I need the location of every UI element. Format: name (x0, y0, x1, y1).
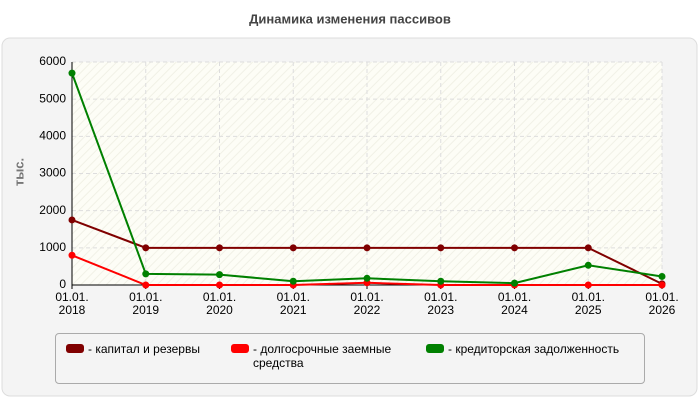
legend-item: капитал и резервы (66, 342, 200, 356)
legend-item: кредиторская задолженность (426, 342, 619, 356)
point (658, 272, 666, 280)
legend: капитал и резервы долгосрочные заемные ср… (55, 333, 645, 384)
point (363, 244, 371, 252)
point (289, 244, 297, 252)
x-tick-label: 01.01. 2025 (571, 290, 605, 317)
point (363, 274, 371, 282)
point (142, 244, 150, 252)
x-tick-label: 01.01. 2022 (350, 290, 384, 317)
point (511, 244, 518, 252)
legend-item: долгосрочные заемные средства (231, 342, 413, 370)
x-tick-label: 01.01. 2019 (129, 290, 163, 317)
point (289, 277, 297, 285)
point (437, 277, 445, 285)
point (216, 271, 223, 279)
legend-label: долгосрочные заемные средства (253, 342, 413, 370)
point (142, 281, 150, 289)
point (584, 261, 592, 269)
legend-label: капитал и резервы (88, 342, 200, 356)
point (68, 216, 76, 224)
legend-swatch (426, 344, 444, 353)
point (68, 251, 76, 259)
x-tick-label: 01.01. 2018 (55, 290, 89, 317)
x-tick-label: 01.01. 2023 (424, 290, 458, 317)
legend-swatch (231, 344, 249, 353)
point (216, 281, 223, 289)
y-tick-label: 4000 (39, 129, 66, 143)
point (68, 69, 76, 77)
chart-title: Динамика изменения пассивов (249, 11, 451, 26)
legend-swatch (66, 344, 84, 353)
x-tick-label: 01.01. 2024 (497, 290, 532, 317)
y-tick-label: 6000 (39, 54, 66, 68)
point (584, 281, 592, 289)
point (437, 244, 445, 252)
y-tick-label: 5000 (39, 91, 66, 105)
y-tick-label: 0 (59, 277, 66, 291)
x-tick-label: 01.01. 2020 (202, 290, 237, 317)
y-tick-label: 3000 (39, 166, 66, 180)
point (658, 281, 666, 289)
legend-label: кредиторская задолженность (448, 342, 619, 356)
x-tick-label: 01.01. 2026 (645, 290, 679, 317)
point (216, 244, 223, 252)
point (511, 279, 518, 287)
y-tick-label: 1000 (39, 240, 66, 254)
y-axis-label: тыс. (11, 158, 26, 186)
point (142, 270, 150, 278)
y-tick-label: 2000 (39, 203, 66, 217)
point (584, 244, 592, 252)
x-tick-label: 01.01. 2021 (276, 290, 310, 317)
